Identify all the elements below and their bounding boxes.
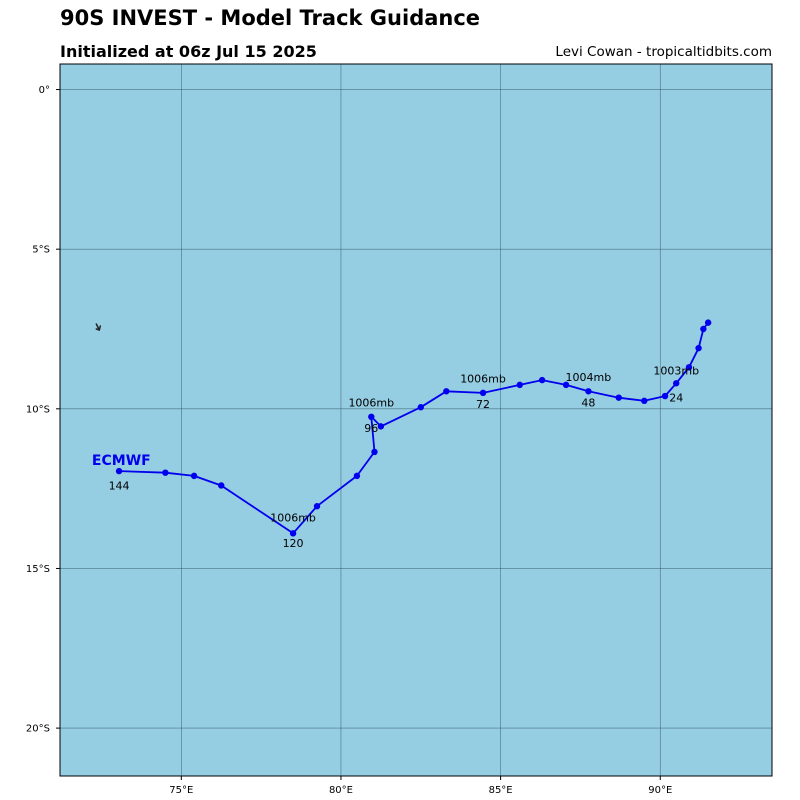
track-annotation: 96 (364, 422, 378, 435)
track-point (661, 392, 669, 400)
track-point (700, 325, 707, 333)
track-point (353, 472, 361, 480)
track-point (313, 503, 321, 510)
map-frame (59, 63, 773, 777)
y-tick-label: 10°S (26, 404, 50, 415)
y-tick-label: 15°S (26, 564, 50, 575)
x-tick-label: 90°E (648, 785, 672, 796)
track-point (479, 389, 487, 397)
map-credit: Levi Cowan - tropicaltidbits.com (555, 44, 772, 60)
y-tick-label: 0° (39, 85, 50, 96)
track-point (377, 423, 385, 430)
model-label: ECMWF (92, 453, 151, 469)
track-point (443, 388, 450, 395)
track-point (289, 530, 297, 537)
track-annotation: 48 (581, 396, 595, 409)
track-point (704, 319, 712, 326)
track-annotation: 1003mb (653, 365, 699, 378)
track-point (417, 404, 424, 411)
track-annotation: 24 (669, 392, 683, 405)
map-subtitle: Initialized at 06z Jul 15 2025 (60, 42, 317, 61)
track-annotation: 1006mb (348, 396, 394, 409)
x-tick-label: 85°E (489, 785, 513, 796)
ocean-background (60, 64, 772, 776)
track-point (371, 448, 378, 456)
track-annotation: 120 (283, 537, 304, 550)
track-point (516, 381, 523, 389)
track-point (218, 482, 225, 489)
track-annotation: 144 (109, 479, 130, 492)
y-tick-label: 5°S (32, 245, 50, 256)
track-point (615, 394, 622, 401)
track-annotation: 72 (476, 398, 490, 411)
storm-position-marker (95, 323, 102, 331)
track-point (538, 376, 546, 384)
track-point (641, 397, 648, 405)
y-tick-label: 20°S (26, 724, 50, 735)
track-point (115, 467, 123, 475)
track-point (368, 413, 375, 421)
track-point (562, 381, 570, 389)
track-point (162, 469, 169, 476)
track-point (695, 344, 702, 352)
track-annotation: 1004mb (566, 371, 612, 384)
track-annotation: 1006mb (460, 372, 506, 385)
track-point (673, 380, 680, 387)
x-tick-label: 75°E (169, 785, 193, 796)
track-point (585, 388, 592, 395)
map-title: 90S INVEST - Model Track Guidance (60, 6, 481, 30)
x-tick-label: 80°E (329, 785, 353, 796)
track-annotation: 1006mb (270, 511, 316, 524)
track-point (190, 472, 198, 480)
track-point (685, 364, 693, 371)
